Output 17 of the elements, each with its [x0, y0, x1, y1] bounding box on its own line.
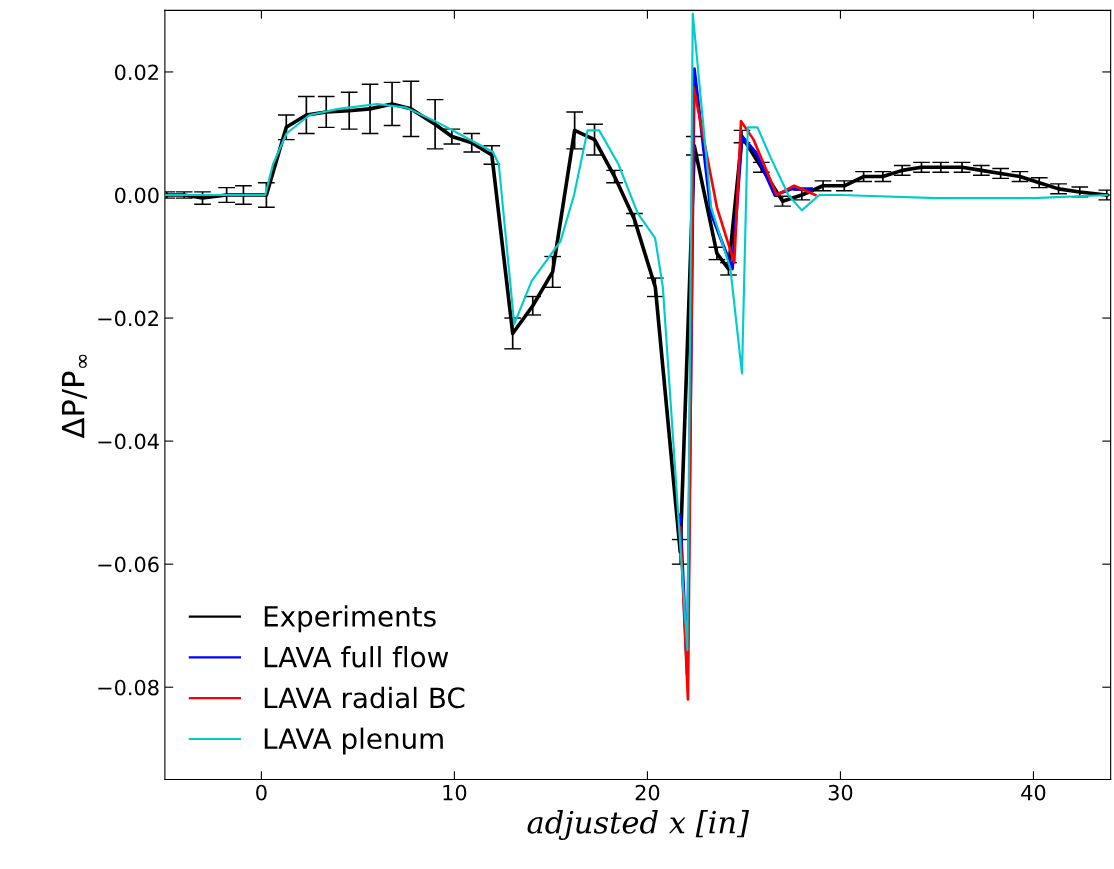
x-tick-label: 0 [256, 784, 267, 801]
y-tick-label: 0.02 [115, 64, 158, 81]
legend-label: LAVA full flow [264, 646, 449, 668]
x-tick-label: 10 [443, 784, 467, 801]
legend-label: LAVA radial BC [264, 686, 465, 709]
y-tick-label: 0.00 [115, 187, 159, 204]
y-tick-label: −0.04 [98, 433, 159, 450]
x-tick-label: 40 [1021, 784, 1046, 801]
legend-label: Experiments [264, 605, 436, 633]
x-tick-label: 20 [635, 784, 660, 801]
legend-label: LAVA plenum [264, 727, 443, 755]
x-tick-label: 30 [828, 784, 853, 801]
y-tick-label: −0.08 [98, 679, 159, 696]
y-tick-label: −0.06 [98, 556, 159, 573]
y-tick-label: −0.02 [98, 310, 158, 327]
y-axis-title: ΔP/P$_{∞}$ [61, 354, 88, 439]
x-axis-title: adjusted x [in] [527, 810, 750, 841]
